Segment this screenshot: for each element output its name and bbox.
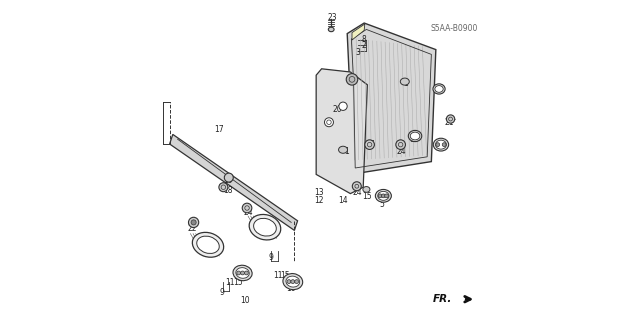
Text: 16: 16 (410, 135, 419, 144)
Ellipse shape (283, 274, 303, 290)
Circle shape (244, 271, 248, 275)
Text: 9: 9 (269, 253, 274, 262)
Circle shape (219, 183, 228, 192)
Circle shape (352, 182, 362, 191)
Polygon shape (316, 69, 367, 194)
Circle shape (436, 143, 440, 147)
Text: 10: 10 (240, 296, 250, 305)
Text: 15: 15 (233, 278, 243, 287)
Text: 14: 14 (338, 196, 348, 204)
Text: 7: 7 (438, 143, 444, 152)
Circle shape (378, 194, 382, 198)
Circle shape (324, 118, 333, 127)
Circle shape (365, 140, 374, 149)
Text: 15: 15 (362, 192, 372, 201)
Ellipse shape (378, 191, 389, 200)
Circle shape (396, 140, 406, 149)
Text: S5AA-B0900: S5AA-B0900 (430, 24, 478, 33)
Ellipse shape (435, 140, 447, 149)
Text: 10: 10 (285, 284, 296, 293)
Text: 18: 18 (223, 186, 233, 195)
Ellipse shape (433, 138, 449, 151)
Text: 2: 2 (362, 41, 367, 50)
Text: 24: 24 (397, 147, 406, 156)
Text: 1: 1 (344, 147, 349, 156)
Circle shape (287, 280, 291, 284)
Text: 20: 20 (333, 105, 342, 114)
Text: 21: 21 (445, 118, 454, 127)
Ellipse shape (339, 146, 348, 153)
Circle shape (346, 74, 358, 85)
Text: 17: 17 (214, 125, 224, 134)
Circle shape (191, 220, 196, 225)
Text: 4: 4 (437, 86, 442, 95)
Ellipse shape (196, 236, 220, 253)
Circle shape (442, 143, 446, 147)
Polygon shape (170, 134, 298, 230)
Text: 6: 6 (369, 140, 374, 149)
Text: 23: 23 (327, 13, 337, 22)
Ellipse shape (193, 232, 223, 257)
Ellipse shape (401, 78, 410, 85)
Text: 5: 5 (379, 200, 384, 209)
Text: 22: 22 (188, 224, 197, 233)
Text: 1: 1 (403, 79, 408, 88)
Ellipse shape (328, 27, 334, 32)
Text: 8: 8 (362, 35, 367, 44)
Circle shape (188, 217, 198, 228)
Polygon shape (352, 24, 365, 40)
Text: 13: 13 (314, 188, 324, 197)
Circle shape (294, 280, 298, 284)
Circle shape (385, 194, 388, 198)
Ellipse shape (408, 131, 422, 142)
Ellipse shape (410, 132, 420, 140)
Ellipse shape (363, 187, 370, 192)
Text: 19: 19 (223, 176, 233, 185)
Text: 24: 24 (243, 208, 253, 217)
Circle shape (381, 194, 385, 198)
Ellipse shape (375, 189, 392, 202)
Circle shape (243, 203, 252, 213)
Ellipse shape (249, 214, 281, 240)
Text: 15: 15 (280, 271, 290, 280)
Text: 12: 12 (314, 196, 324, 204)
Circle shape (291, 280, 294, 284)
Ellipse shape (433, 84, 445, 94)
Ellipse shape (286, 276, 300, 287)
Circle shape (225, 173, 234, 182)
Text: 11: 11 (225, 278, 234, 287)
Text: FR.: FR. (433, 294, 452, 304)
Text: 9: 9 (220, 288, 225, 297)
Circle shape (339, 102, 347, 110)
Ellipse shape (236, 268, 249, 278)
Circle shape (241, 271, 244, 275)
Text: 3: 3 (355, 48, 360, 57)
Ellipse shape (435, 86, 444, 92)
Ellipse shape (253, 218, 276, 236)
Polygon shape (347, 23, 436, 174)
Text: 11: 11 (273, 271, 282, 280)
Circle shape (447, 115, 455, 123)
Text: 24: 24 (353, 188, 363, 197)
Ellipse shape (233, 265, 252, 281)
Circle shape (237, 271, 241, 275)
